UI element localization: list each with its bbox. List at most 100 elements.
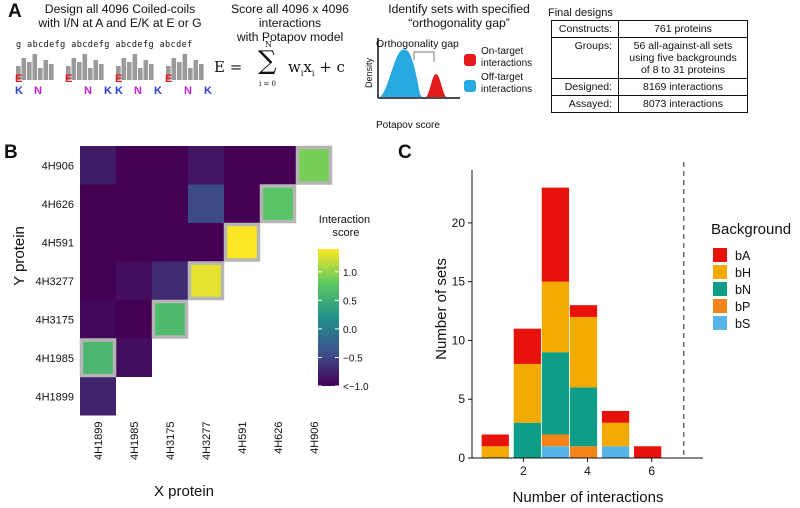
logo-residue-stack [132, 54, 138, 80]
table-key: Designed: [551, 78, 619, 96]
density-ylabel: Density [364, 57, 374, 88]
orthogonality-density-plot: Orthogonality gap Density Potapov score [364, 38, 476, 131]
colorbar-title: Interaction score [319, 214, 373, 239]
heatmap-x-tick-label: 4H626 [273, 422, 285, 454]
heptad-sequence-row: g abcdefg abcdefg abcdefg abcdef [16, 40, 216, 50]
interaction-heatmap: 4H18994H19854H31754H32774H5914H6264H906 … [11, 145, 373, 500]
sum-symbol: ∑ [258, 46, 277, 76]
logo-letter-k-right: K [104, 85, 112, 97]
colorbar-tick-label: −0.5 [343, 353, 363, 364]
histogram-bar-segment-bA [541, 187, 570, 282]
heptad-3: abcdefg [115, 40, 154, 50]
table-key: Assayed: [551, 95, 619, 113]
legend-swatch-bS [713, 316, 727, 330]
colorbar [318, 249, 339, 386]
equation-tail: + c [314, 58, 345, 76]
heatmap-cell [224, 223, 260, 262]
logo-residue-stack [121, 58, 127, 80]
logo-residue-stack [177, 62, 182, 80]
colorbar-title-line2: score [333, 227, 360, 239]
heatmap-cell [188, 146, 224, 185]
heatmap-cell [80, 377, 116, 416]
sum-lower-limit: i = 0 [259, 80, 277, 88]
heatmap-y-tick-label: 4H3277 [35, 276, 74, 288]
logo-residue-stack [99, 64, 104, 80]
panel-c-letter: C [398, 142, 412, 163]
legend-swatch-bN [713, 282, 727, 296]
step4-title: Final designs [548, 7, 613, 19]
heatmap-cell [188, 184, 224, 223]
on-target-cell-outline [151, 299, 189, 339]
logo-residue-stack [77, 62, 82, 80]
colorbar-tick-label: 0.5 [343, 296, 357, 307]
table-value: 761 proteins [618, 20, 748, 38]
w-subscript: i [300, 69, 304, 78]
histogram-ylabel: Number of sets [433, 258, 450, 360]
heatmap-cell [152, 184, 188, 223]
heatmap-cell [80, 300, 116, 339]
legend-swatch-bA [713, 248, 727, 262]
logo-letter-e: E [115, 73, 122, 85]
legend-label-bP: bP [735, 300, 750, 314]
logo-residue-stack [82, 54, 88, 80]
legend-on-target-label: On-target interactions [481, 46, 533, 69]
legend-label-bA: bA [735, 249, 751, 263]
heatmap-ylabel: Y protein [11, 226, 28, 286]
heatmap-cell [116, 300, 152, 339]
logo-residue-stack [116, 66, 121, 80]
histogram-y-tick-label: 0 [458, 451, 465, 465]
gap-bracket [413, 51, 435, 62]
heptad-prefix: g [16, 40, 28, 50]
on-target-density [426, 74, 446, 97]
heatmap-xlabel: X protein [154, 483, 214, 500]
histogram-bar-segment-bH [541, 281, 570, 353]
sequence-logo: EK NEN KEK N KEN K [15, 54, 212, 97]
heatmap-cell [188, 223, 224, 262]
logo-residue-stack [127, 62, 132, 80]
histogram-bar-segment-bH [601, 422, 630, 447]
table-row: Constructs: 761 proteins [551, 20, 748, 38]
logo-letter-k: K [15, 85, 23, 97]
histogram-bar-segment-bA [513, 328, 541, 364]
logo-residue-stack [171, 58, 177, 80]
step1-title: Design all 4096 Coiled-coils with I/N at… [38, 2, 202, 30]
legend-label-bN: bN [735, 283, 751, 297]
table-value: 8169 interactions [618, 78, 748, 96]
table-key: Constructs: [551, 20, 619, 38]
legend-swatch-bP [713, 299, 727, 313]
logo-residue-stack [138, 68, 143, 80]
logo-residue-stack [143, 60, 149, 80]
heatmap-x-tick-label: 4H1985 [129, 422, 141, 461]
logo-column: EK N [15, 54, 54, 97]
table-key: Groups: [551, 37, 619, 79]
histogram-bar-segment-bH [481, 446, 509, 458]
logo-residue-stack [88, 68, 93, 80]
histogram-bar-segment-bS [541, 446, 570, 458]
logo-letter-k: K [115, 85, 123, 97]
heatmap-y-tick-label: 4H626 [42, 199, 74, 211]
heatmap-cell [80, 184, 116, 223]
logo-letter-e: E [165, 73, 172, 85]
heatmap-cell [224, 146, 260, 185]
logo-letter-e: E [15, 73, 22, 85]
legend-off-target-label: Off-target interactions [481, 72, 533, 95]
histogram-bar-segment-bN [569, 387, 598, 447]
histogram-bar-segment-bH [513, 363, 541, 423]
histogram-xlabel: Number of interactions [513, 489, 664, 506]
logo-residue-stack [27, 62, 32, 80]
heatmap-x-tick-label: 4H3277 [201, 422, 213, 461]
logo-residue-stack [199, 64, 204, 80]
legend-title: Background [711, 221, 791, 238]
histogram-x-tick-label: 6 [648, 464, 655, 478]
w-symbol: w [288, 58, 301, 76]
final-designs-table: Constructs: 761 proteins Groups: 56 all-ag… [551, 20, 748, 113]
histogram-bar-segment-bA [634, 446, 662, 458]
step3-title: Identify sets with specified “orthogonal… [388, 2, 530, 30]
logo-residue-stack [166, 66, 171, 80]
heatmap-x-tick-label: 4H1899 [93, 422, 105, 461]
legend-swatch-off-target [464, 80, 476, 92]
table-value: 8073 interactions [618, 95, 748, 113]
histogram-bar-segment-bA [481, 434, 509, 447]
interactions-histogram: 0 5 10 15 20 2 4 6 Number of interactions Numb… [433, 162, 791, 506]
heatmap-y-tick-label: 4H591 [42, 237, 74, 249]
